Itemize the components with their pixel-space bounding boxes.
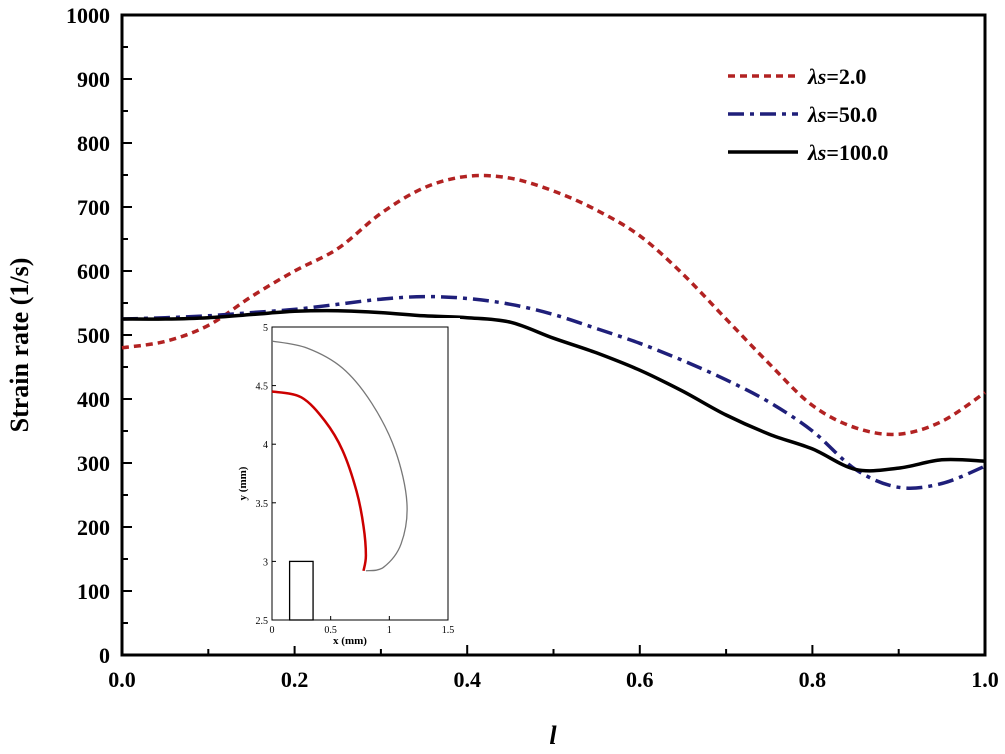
inset-outer-boundary bbox=[271, 340, 408, 572]
x-tick-label: 0.4 bbox=[453, 667, 481, 692]
legend-label-3: λs=100.0 bbox=[807, 140, 888, 165]
x-tick-label: 0.8 bbox=[799, 667, 827, 692]
y-tick-label: 900 bbox=[77, 67, 110, 92]
legend: λs=2.0λs=50.0λs=100.0 bbox=[728, 64, 888, 165]
legend-label-2: λs=50.0 bbox=[807, 102, 877, 127]
series-group bbox=[121, 173, 986, 490]
inset-y-tick-label: 5 bbox=[263, 323, 268, 334]
legend-value: =50.0 bbox=[826, 102, 877, 127]
y-tick-label: 400 bbox=[77, 387, 110, 412]
inset-y-tick-label: 4 bbox=[263, 440, 268, 451]
series-line-2 bbox=[121, 294, 986, 490]
inset-x-tick-label: 1.5 bbox=[442, 625, 455, 636]
y-tick-label: 700 bbox=[77, 195, 110, 220]
inset-background bbox=[236, 318, 460, 646]
inset-frame bbox=[271, 326, 449, 621]
y-tick-label: 300 bbox=[77, 451, 110, 476]
x-tick-label: 1.0 bbox=[971, 667, 999, 692]
inset-x-tick-label: 1 bbox=[387, 625, 392, 636]
legend-symbol: λs bbox=[807, 64, 826, 89]
x-tick-label: 0.6 bbox=[626, 667, 654, 692]
legend-value: =2.0 bbox=[826, 64, 866, 89]
inset-y-title: y (mm) bbox=[237, 466, 249, 500]
legend-label-1: λs=2.0 bbox=[807, 64, 866, 89]
series-line-1 bbox=[121, 173, 986, 437]
y-tick-label: 200 bbox=[77, 515, 110, 540]
legend-symbol: λs bbox=[807, 140, 826, 165]
main-axes: 0.0 0.2 0.4 0.6 0.8 1.0 0 100 200 300 400 500 600 700… bbox=[66, 3, 999, 692]
inset-x-title: x (mm) bbox=[333, 635, 367, 647]
inset-nozzle bbox=[288, 560, 314, 621]
inset-plot: 0 0.5 1 1.5 2.5 3 3.5 4 4.5 5 x (mm) y (mm) bbox=[236, 318, 460, 647]
inset-y-tick-label: 4.5 bbox=[256, 382, 269, 393]
y-tick-label: 800 bbox=[77, 131, 110, 156]
y-axis-title: Strain rate (1/s) bbox=[5, 258, 34, 433]
x-tick-label: 0.2 bbox=[281, 667, 309, 692]
y-tick-label: 500 bbox=[77, 323, 110, 348]
inset-y-tick-label: 3.5 bbox=[256, 499, 269, 510]
legend-symbol: λs bbox=[807, 102, 826, 127]
y-tick-label: 0 bbox=[99, 643, 110, 668]
y-tick-label: 600 bbox=[77, 259, 110, 284]
inset-y-tick-label: 2.5 bbox=[256, 616, 269, 627]
y-tick-label: 1000 bbox=[66, 3, 110, 28]
x-tick-label: 0.0 bbox=[108, 667, 136, 692]
x-axis-title: l bbox=[549, 721, 557, 750]
inset-flame-front bbox=[271, 390, 368, 572]
legend-value: =100.0 bbox=[826, 140, 888, 165]
y-tick-label: 100 bbox=[77, 579, 110, 604]
inset-x-tick-label: 0.5 bbox=[324, 625, 337, 636]
inset-x-tick-label: 0 bbox=[270, 625, 275, 636]
inset-y-tick-label: 3 bbox=[263, 557, 268, 568]
series-line-3 bbox=[121, 308, 986, 473]
